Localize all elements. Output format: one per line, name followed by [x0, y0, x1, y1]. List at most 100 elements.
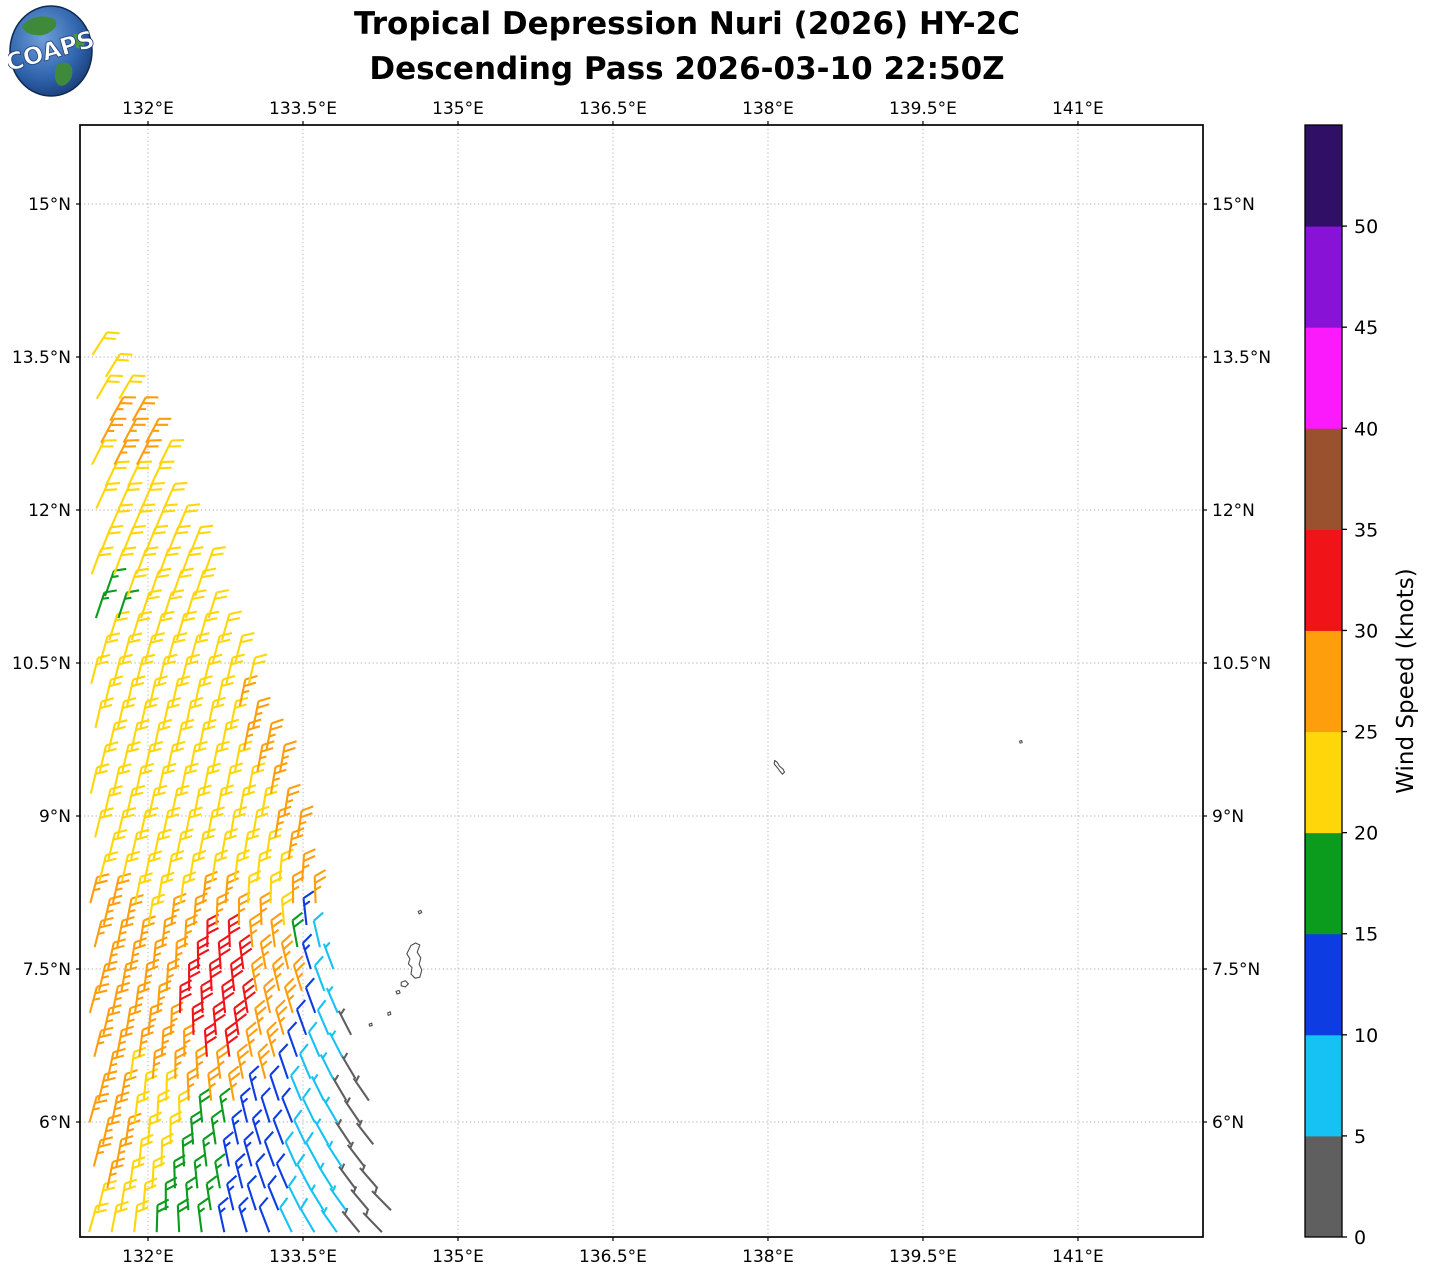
lon-tick-label: 135°E	[432, 1247, 484, 1264]
wind-barb	[215, 891, 230, 926]
wind-barb	[246, 1174, 258, 1211]
wind-barb	[160, 1023, 176, 1057]
wind-barb	[124, 1003, 143, 1035]
colorbar-tick-label: 15	[1354, 924, 1378, 946]
lon-tick-label: 141°E	[1052, 99, 1104, 119]
wind-barb	[265, 827, 283, 860]
wind-barb	[162, 696, 182, 729]
wind-barb	[267, 1174, 280, 1211]
wind-barb	[322, 941, 335, 970]
colorbar-segment	[1305, 1135, 1342, 1238]
lat-tick-label: 9°N	[39, 807, 71, 827]
wind-barb	[104, 352, 133, 378]
wind-barb	[233, 740, 253, 772]
wind-barb	[102, 894, 123, 926]
gridlines-layer	[80, 125, 1203, 1237]
wind-barb	[106, 1157, 126, 1189]
wind-barb	[283, 977, 297, 1014]
lon-tick-label: 132°E	[122, 99, 174, 119]
wind-barb	[148, 784, 168, 816]
wind-barb	[112, 653, 133, 685]
wind-barb	[121, 632, 143, 663]
wind-barb	[148, 675, 168, 707]
colorbar-frame	[1304, 124, 1343, 1238]
lon-tick-label: 132°E	[122, 1247, 174, 1264]
wind-barb	[176, 503, 201, 531]
wind-barb	[143, 958, 160, 992]
wind-barb	[183, 913, 199, 948]
wind-barb	[313, 869, 327, 904]
lat-tick-label: 13.5°N	[12, 348, 71, 368]
wind-barb	[120, 1069, 138, 1101]
wind-barb	[257, 1043, 271, 1079]
wind-barb	[214, 1153, 226, 1189]
wind-barb	[279, 1197, 293, 1233]
wind-barb	[137, 1133, 154, 1167]
wind-barb	[122, 524, 146, 553]
wind-barb	[328, 1030, 344, 1058]
wind-barb	[211, 740, 231, 772]
wind-barb	[166, 632, 188, 663]
wind-barb	[320, 1206, 338, 1233]
lon-tick-label: 139.5°E	[889, 1247, 957, 1264]
wind-barb	[118, 374, 146, 400]
wind-barb	[208, 956, 223, 991]
wind-barb	[334, 1118, 352, 1145]
wind-barb	[166, 740, 186, 772]
colorbar-tick-label: 10	[1354, 1025, 1378, 1047]
wind-barb	[179, 871, 197, 904]
wind-barb	[103, 785, 123, 816]
wind-barb	[110, 1200, 129, 1233]
wind-barb	[133, 1199, 150, 1233]
wind-barb	[299, 1197, 316, 1233]
wind-barb	[192, 892, 208, 926]
island-outline-rock-islands	[395, 989, 401, 995]
wind-barb	[202, 653, 223, 685]
wind-barb	[242, 977, 256, 1014]
wind-barb	[200, 978, 214, 1013]
wind-barb	[149, 460, 175, 487]
wind-barb	[116, 697, 137, 729]
wind-barb	[287, 827, 305, 860]
wind-barb	[226, 1174, 238, 1211]
wind-barb	[94, 807, 114, 838]
wind-barb	[91, 331, 120, 356]
lat-tick-label: 13.5°N	[1212, 348, 1271, 368]
wind-barb	[207, 1065, 220, 1101]
wind-barb	[129, 1046, 147, 1079]
wind-barb	[156, 979, 172, 1013]
wind-barb	[317, 1162, 334, 1189]
wind-barb	[217, 934, 231, 970]
coaps-logo-globe: COAPS	[2, 5, 98, 97]
lat-tick-label: 9°N	[1212, 807, 1244, 827]
wind-barb	[95, 482, 120, 509]
wind-barb	[295, 999, 308, 1036]
wind-barb	[313, 955, 326, 992]
wind-barb	[108, 503, 133, 531]
wind-barb	[186, 1066, 200, 1101]
wind-barb	[103, 675, 124, 707]
wind-barb	[227, 912, 241, 948]
wind-barb	[138, 1024, 155, 1057]
wind-barb	[97, 1179, 117, 1211]
plot-title: Tropical Depression Nuri (2026) HY-2C De…	[0, 2, 1374, 92]
wind-barb	[296, 1153, 311, 1189]
wind-barb	[291, 911, 305, 948]
wind-barb	[210, 1109, 223, 1145]
wind-barb	[198, 1087, 212, 1123]
wind-barb	[225, 653, 245, 685]
wind-barb	[184, 806, 203, 838]
wind-barb	[175, 718, 195, 750]
wind-barb	[252, 696, 271, 729]
wind-barb	[99, 632, 121, 663]
wind-barb	[107, 938, 127, 970]
wind-barb	[233, 849, 251, 882]
wind-barb	[301, 1087, 316, 1123]
wind-barb	[119, 1178, 138, 1211]
wind-barb	[201, 870, 218, 904]
lat-tick-label: 7.5°N	[23, 960, 71, 980]
island-outline-islet-sw2	[368, 1022, 373, 1027]
wind-barb	[258, 1196, 271, 1233]
wind-barb	[229, 805, 248, 838]
